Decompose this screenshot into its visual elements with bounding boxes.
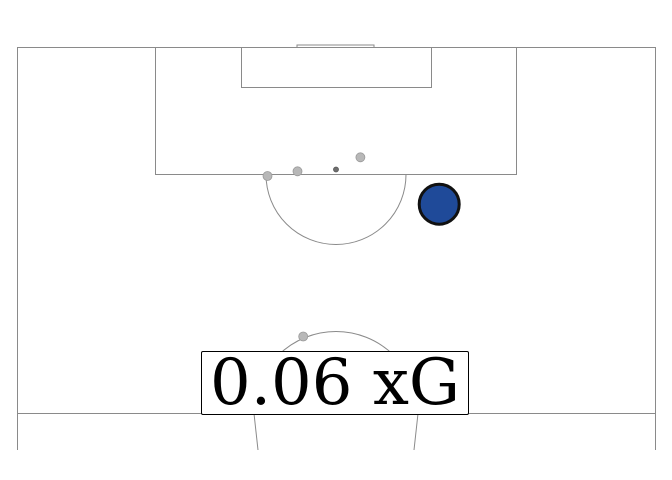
shot-marker-4: [355, 152, 366, 163]
shot-marker-5: [298, 331, 309, 342]
shot-marker-3: [333, 166, 339, 173]
penalty-arc: [265, 174, 407, 245]
xg-value-label: 0.06 xG: [201, 351, 469, 415]
center-circle-right-tail: [413, 413, 419, 451]
six-yard-box: [241, 47, 432, 88]
highlighted-shot-layer: [417, 182, 461, 226]
shot-markers: [262, 152, 366, 367]
shot-marker-1: [262, 171, 273, 181]
center-circle-left-tail: [253, 413, 259, 451]
shot-marker-2: [292, 166, 303, 177]
penalty-box: [155, 47, 517, 175]
highlighted-shot-marker: [417, 182, 461, 226]
